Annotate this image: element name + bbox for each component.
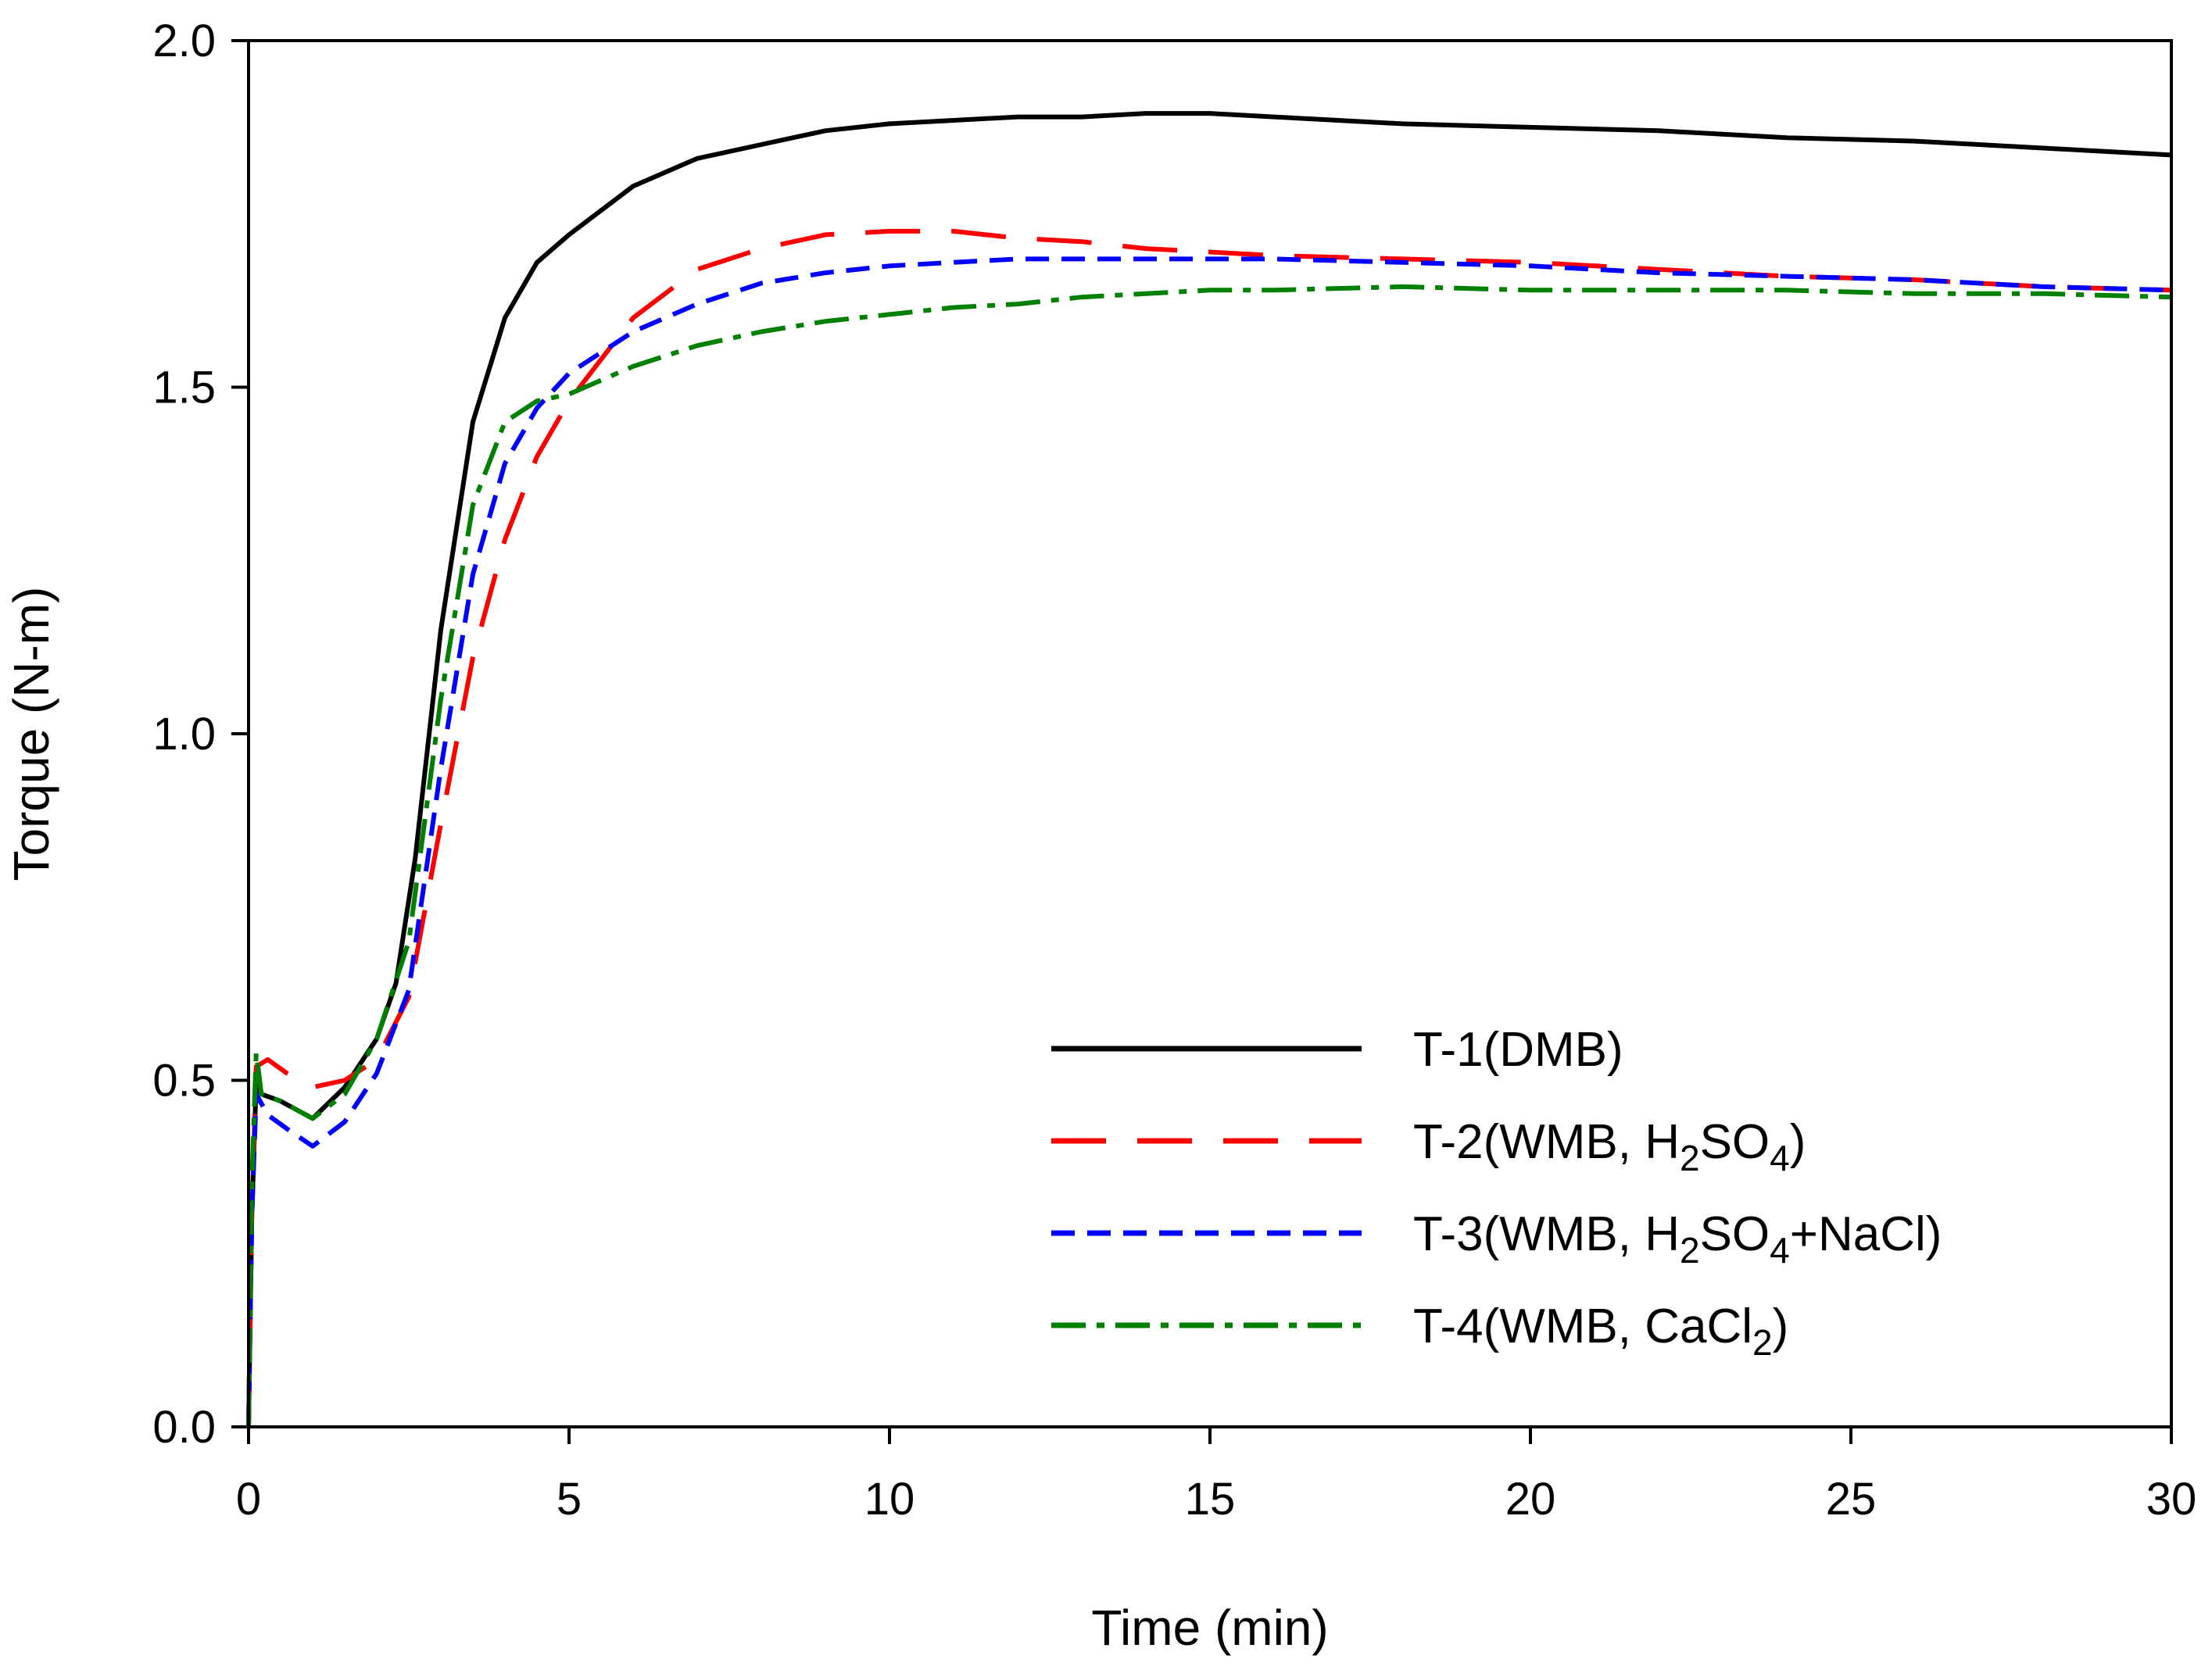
x-tick-label: 25 bbox=[1826, 1474, 1877, 1525]
plot-frame bbox=[247, 39, 2173, 1428]
y-tick-label: 0.5 bbox=[152, 1056, 216, 1106]
legend-text-part: T-4(WMB, CaCl bbox=[1413, 1300, 1752, 1353]
series-line-4 bbox=[246, 284, 2172, 1428]
x-tick-label: 10 bbox=[864, 1474, 915, 1525]
y-axis-label: Torque (N-m) bbox=[3, 587, 59, 881]
x-axis-ticks: 0 5 10 15 20 25 30 bbox=[236, 1427, 2196, 1525]
legend-text-part: T-2(WMB, H bbox=[1413, 1115, 1680, 1169]
x-tick-label: 15 bbox=[1185, 1474, 1236, 1525]
y-tick-label: 2.0 bbox=[152, 16, 216, 66]
series-line-2 bbox=[246, 228, 2172, 1428]
legend-text-part: T-3(WMB, H bbox=[1413, 1207, 1680, 1261]
y-tick-label: 1.5 bbox=[152, 363, 216, 413]
y-tick-label: 1.0 bbox=[152, 709, 216, 760]
legend-subscript: 2 bbox=[1680, 1138, 1700, 1178]
x-tick-label: 0 bbox=[236, 1474, 261, 1525]
legend-subscript: 2 bbox=[1680, 1230, 1700, 1271]
x-tick-label: 20 bbox=[1505, 1474, 1556, 1525]
legend-text-part: +NaCl) bbox=[1790, 1207, 1942, 1261]
legend-text-part: ) bbox=[1790, 1115, 1806, 1169]
series-line-1 bbox=[246, 111, 2172, 1428]
y-axis-ticks: 0.0 0.5 1.0 1.5 2.0 bbox=[152, 16, 249, 1453]
legend: T-1(DMB)T-2(WMB, H2SO4)T-3(WMB, H2SO4+Na… bbox=[1051, 1023, 1942, 1363]
series-lines bbox=[246, 111, 2172, 1428]
x-tick-label: 5 bbox=[557, 1474, 582, 1525]
legend-subscript: 4 bbox=[1770, 1138, 1790, 1178]
legend-text-part: T-1(DMB) bbox=[1413, 1023, 1623, 1077]
legend-text-part: SO bbox=[1700, 1115, 1770, 1169]
y-tick-label: 0.0 bbox=[152, 1402, 216, 1453]
legend-subscript: 2 bbox=[1752, 1322, 1773, 1363]
x-axis-label: Time (min) bbox=[1091, 1600, 1328, 1656]
legend-label-2: T-2(WMB, H2SO4) bbox=[1413, 1115, 1806, 1178]
legend-text-part: SO bbox=[1700, 1207, 1770, 1261]
legend-label-3: T-3(WMB, H2SO4+NaCl) bbox=[1413, 1207, 1942, 1271]
legend-label-4: T-4(WMB, CaCl2) bbox=[1413, 1300, 1788, 1363]
series-line-3 bbox=[246, 256, 2172, 1428]
legend-subscript: 4 bbox=[1770, 1230, 1790, 1271]
legend-text-part: ) bbox=[1773, 1300, 1789, 1353]
legend-label-1: T-1(DMB) bbox=[1413, 1023, 1623, 1077]
x-tick-label: 30 bbox=[2146, 1474, 2197, 1525]
